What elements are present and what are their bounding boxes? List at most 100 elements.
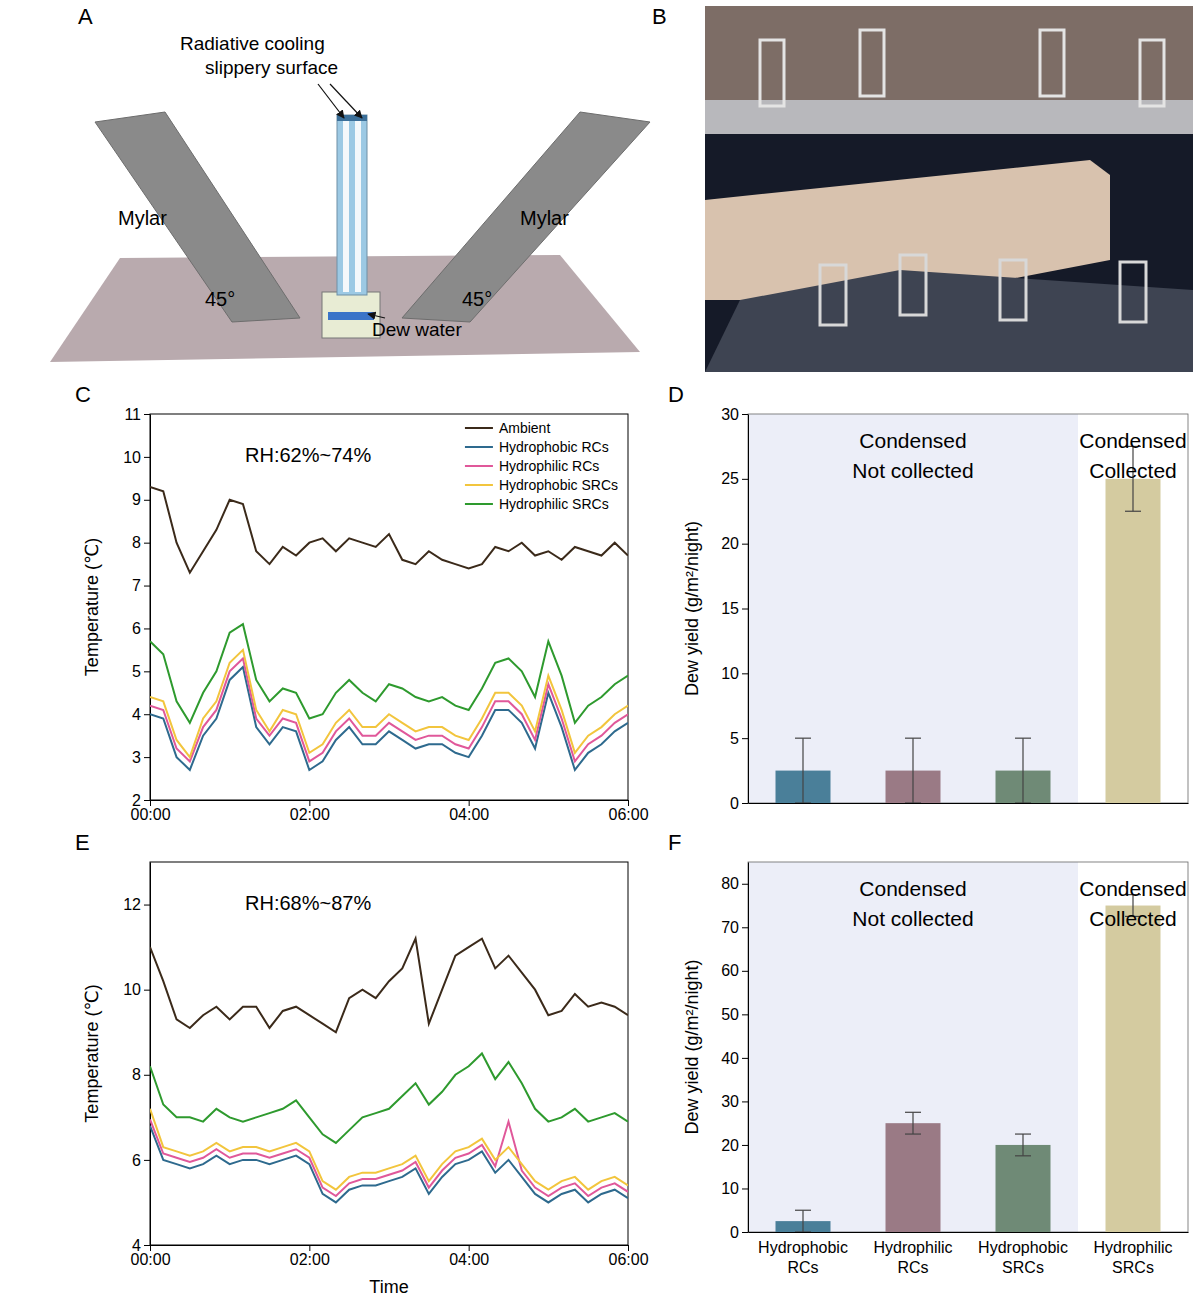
tick-label: 04:00 xyxy=(449,806,489,823)
photo-rack xyxy=(860,30,884,96)
tick-label: 12 xyxy=(123,896,141,913)
bar-chart: 01020304050607080HydrophobicRCsHydrophil… xyxy=(682,862,1189,1276)
tick: 3 xyxy=(132,749,150,766)
tick-label: 20 xyxy=(721,535,739,552)
tick: 20 xyxy=(721,1137,748,1154)
mylar-label: Mylar xyxy=(118,207,167,229)
tick: 40 xyxy=(721,1050,748,1067)
photo-rack xyxy=(760,40,784,106)
tick: 9 xyxy=(132,491,150,508)
axis xyxy=(749,803,1189,804)
panel-letter: C xyxy=(75,382,91,407)
tick-mark xyxy=(742,544,748,545)
tick: 02:00 xyxy=(290,1245,330,1268)
tick-label: 0 xyxy=(730,795,739,812)
tick-label: HydrophilicSRCs xyxy=(1093,1239,1172,1275)
tick: 80 xyxy=(721,875,748,892)
tick-label: HydrophobicRCs xyxy=(758,1239,848,1275)
panel-letter: A xyxy=(78,4,93,29)
dew-water xyxy=(328,312,374,320)
tower-stripe xyxy=(355,118,361,292)
axis-line xyxy=(151,800,629,801)
mylar-left xyxy=(95,112,300,322)
error-line xyxy=(802,1210,803,1232)
shaded-region xyxy=(748,862,1078,1232)
tick-label: 6 xyxy=(132,620,141,637)
annotation: CondensedNot collected xyxy=(852,429,973,482)
plot-frame xyxy=(748,414,1188,803)
series-line xyxy=(150,624,628,723)
mylar-right xyxy=(402,112,650,322)
arrow xyxy=(368,314,385,318)
bar xyxy=(996,1145,1051,1232)
error-cap xyxy=(905,802,921,803)
mylar-label: Mylar xyxy=(520,207,569,229)
tick-label: 3 xyxy=(132,749,141,766)
tick-mark xyxy=(742,609,748,610)
error-cap xyxy=(1015,738,1031,739)
tick-mark xyxy=(150,1245,151,1251)
tick-label: 5 xyxy=(730,730,739,747)
tick-label: 10 xyxy=(123,449,141,466)
axis-title: Temperature (℃) xyxy=(82,984,102,1122)
series-line xyxy=(150,939,628,1033)
error-cap xyxy=(1015,802,1031,803)
error-line xyxy=(802,738,803,803)
axis: 051015202530 xyxy=(721,406,748,812)
error-bar xyxy=(795,738,811,803)
tick-mark xyxy=(742,1014,748,1015)
tick: HydrophilicSRCs xyxy=(1093,1239,1172,1275)
error-bar xyxy=(1015,1134,1031,1156)
plot-frame xyxy=(150,862,628,1245)
tick-mark xyxy=(144,457,150,458)
annotation: CondensedNot collected xyxy=(852,877,973,930)
legend: AmbientHydrophobic RCsHydrophilic RCsHyd… xyxy=(465,420,618,512)
tick-mark xyxy=(144,628,150,629)
tick-mark xyxy=(144,500,150,501)
annotation: RH:68%~87% xyxy=(245,892,371,914)
error-cap xyxy=(795,802,811,803)
tick-label: 2 xyxy=(132,792,141,809)
tick-mark xyxy=(742,1232,748,1233)
tick-label: 7 xyxy=(132,577,141,594)
photo-top xyxy=(705,6,1193,134)
axis-line xyxy=(748,415,749,804)
legend-item: Hydrophobic SRCs xyxy=(465,477,618,493)
tick-mark xyxy=(144,543,150,544)
legend-swatch xyxy=(465,465,493,467)
tick-mark xyxy=(144,1160,150,1161)
photo xyxy=(705,6,1193,372)
tick-label: 06:00 xyxy=(608,1251,648,1268)
tick: 15 xyxy=(721,600,748,617)
tick-mark xyxy=(144,990,150,991)
tick-label: 20 xyxy=(721,1137,739,1154)
tick: HydrophobicRCs xyxy=(758,1239,848,1275)
series-line xyxy=(150,1054,628,1143)
axis: 4681012 xyxy=(123,863,150,1254)
tick-label: 60 xyxy=(721,962,739,979)
legend-item: Hydrophilic RCs xyxy=(465,458,599,474)
tower-stripe xyxy=(343,118,349,292)
legend-label: Hydrophobic SRCs xyxy=(499,477,618,493)
tick: 02:00 xyxy=(290,800,330,823)
axis-line xyxy=(748,863,749,1233)
tick-mark xyxy=(742,1145,748,1146)
tick-mark xyxy=(742,673,748,674)
tick-mark xyxy=(742,1188,748,1189)
arrow xyxy=(330,84,362,118)
axis: 234567891011 xyxy=(123,406,150,809)
tick-label: 10 xyxy=(123,981,141,998)
tick-label: 30 xyxy=(721,1093,739,1110)
axis: 00:0002:0004:0006:00 xyxy=(130,1245,648,1268)
water-label: Dew water xyxy=(372,319,462,340)
plot-frame xyxy=(748,862,1188,1232)
tick-mark xyxy=(309,800,310,806)
legend-label: Hydrophilic SRCs xyxy=(499,496,609,512)
legend-swatch xyxy=(465,446,493,448)
panel-letter: F xyxy=(668,830,681,855)
tick-mark xyxy=(628,800,629,806)
tick: 06:00 xyxy=(608,1245,648,1268)
tick: 6 xyxy=(132,1152,150,1169)
tick: 0 xyxy=(730,1224,748,1241)
tick-mark xyxy=(150,800,151,806)
